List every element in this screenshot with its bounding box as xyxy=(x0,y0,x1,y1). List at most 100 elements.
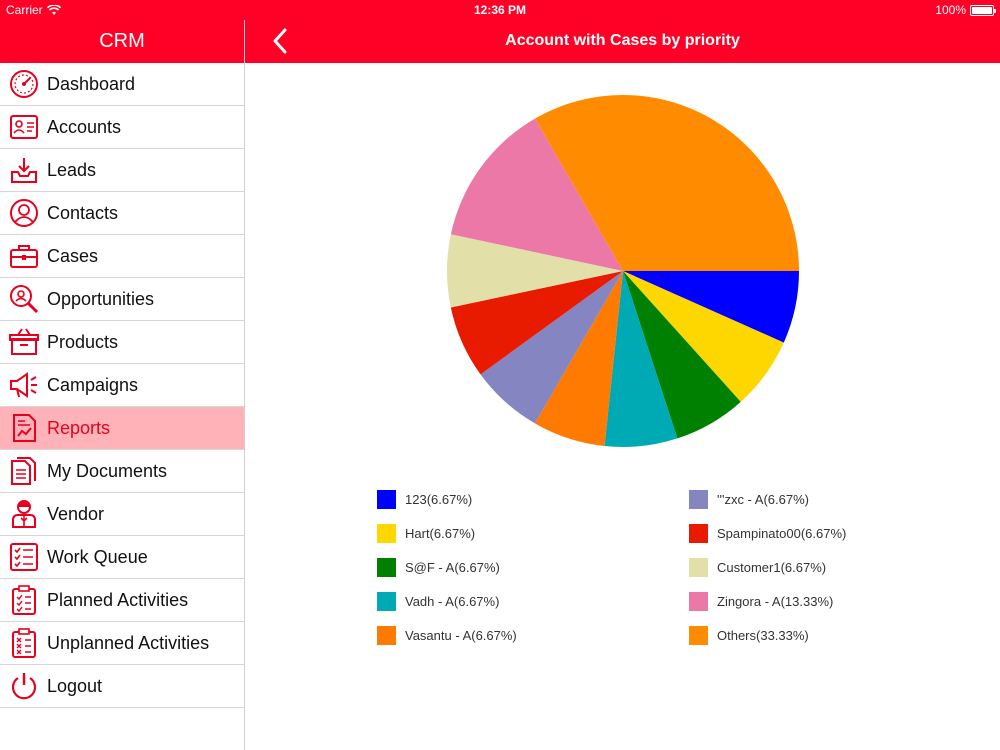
legend-swatch xyxy=(689,592,708,611)
sidebar-item-my-documents[interactable]: My Documents xyxy=(0,450,244,493)
legend-swatch xyxy=(689,490,708,509)
legend-label: Hart(6.67%) xyxy=(405,526,476,541)
accounts-icon xyxy=(8,111,40,143)
legend-label: '''zxc - A(6.67%) xyxy=(717,492,809,507)
legend-item: Zingora - A(13.33%) xyxy=(689,592,833,611)
pie-slice-5[interactable] xyxy=(480,271,623,424)
pie-slice-0[interactable] xyxy=(623,271,799,343)
sidebar-item-work-queue[interactable]: Work Queue xyxy=(0,536,244,579)
sidebar-item-label: Accounts xyxy=(47,116,122,137)
legend-swatch xyxy=(377,626,396,645)
sidebar-item-label: Opportunities xyxy=(47,288,155,309)
cases-icon xyxy=(8,240,40,272)
sidebar-item-accounts[interactable]: Accounts xyxy=(0,106,244,149)
sidebar-item-products[interactable]: Products xyxy=(0,321,244,364)
main-header: Account with Cases by priority xyxy=(245,20,1000,63)
chevron-left-icon xyxy=(273,28,287,54)
planned-activities-icon xyxy=(8,584,40,616)
legend-label: 123(6.67%) xyxy=(405,492,473,507)
sidebar-item-reports[interactable]: Reports xyxy=(0,407,244,450)
sidebar-item-label: Planned Activities xyxy=(47,589,189,610)
legend-item: S@F - A(6.67%) xyxy=(377,558,500,577)
sidebar-item-label: Campaigns xyxy=(47,374,139,395)
documents-icon xyxy=(8,455,40,487)
legend-item: 123(6.67%) xyxy=(377,490,472,509)
sidebar-item-cases[interactable]: Cases xyxy=(0,235,244,278)
pie-slice-1[interactable] xyxy=(623,271,784,402)
wifi-icon xyxy=(46,4,61,15)
battery-info: 100% xyxy=(935,3,996,17)
campaigns-icon xyxy=(8,369,40,401)
legend-item: Vasantu - A(6.67%) xyxy=(377,626,517,645)
legend-label: S@F - A(6.67%) xyxy=(405,560,500,575)
sidebar-item-leads[interactable]: Leads xyxy=(0,149,244,192)
pie-slice-8[interactable] xyxy=(450,118,623,271)
back-button[interactable] xyxy=(265,26,295,56)
sidebar-item-label: Reports xyxy=(47,417,111,438)
legend-swatch xyxy=(377,558,396,577)
pie-slice-9[interactable] xyxy=(535,94,799,271)
products-icon xyxy=(8,326,40,358)
page-title: Account with Cases by priority xyxy=(505,32,740,49)
carrier-info: Carrier xyxy=(6,3,61,17)
legend-label: Vasantu - A(6.67%) xyxy=(405,628,517,643)
sidebar-item-label: Leads xyxy=(47,159,97,180)
contacts-icon xyxy=(8,197,40,229)
legend-swatch xyxy=(377,490,396,509)
pie-chart xyxy=(447,94,799,448)
pie-slice-3[interactable] xyxy=(604,271,678,448)
pie-slice-6[interactable] xyxy=(450,271,623,375)
sidebar-item-label: My Documents xyxy=(47,460,168,481)
battery-percent: 100% xyxy=(935,3,966,17)
sidebar-item-unplanned-activities[interactable]: Unplanned Activities xyxy=(0,622,244,665)
status-bar: Carrier 12:36 PM 100% xyxy=(0,0,1000,20)
pie-slice-2[interactable] xyxy=(623,271,741,439)
sidebar-item-label: Logout xyxy=(47,675,103,696)
legend-swatch xyxy=(689,626,708,645)
vendor-icon xyxy=(8,498,40,530)
legend-item: Spampinato00(6.67%) xyxy=(689,524,846,543)
work-queue-icon xyxy=(8,541,40,573)
sidebar-item-label: Cases xyxy=(47,245,99,266)
sidebar-item-logout[interactable]: Logout xyxy=(0,665,244,708)
legend-item: Vadh - A(6.67%) xyxy=(377,592,499,611)
battery-icon xyxy=(970,4,996,16)
legend-swatch xyxy=(377,524,396,543)
unplanned-activities-icon xyxy=(8,627,40,659)
legend-item: '''zxc - A(6.67%) xyxy=(689,490,809,509)
legend-label: Zingora - A(13.33%) xyxy=(717,594,834,609)
legend-swatch xyxy=(689,524,708,543)
legend-label: Others(33.33%) xyxy=(717,628,809,643)
sidebar-item-planned-activities[interactable]: Planned Activities xyxy=(0,579,244,622)
reports-icon xyxy=(8,412,40,444)
pie-slice-7[interactable] xyxy=(447,234,623,308)
legend-item: Others(33.33%) xyxy=(689,626,809,645)
logout-icon xyxy=(8,670,40,702)
sidebar-item-vendor[interactable]: Vendor xyxy=(0,493,244,536)
sidebar: CRM Dashboard Accounts Leads Contacts Cases O… xyxy=(0,20,245,750)
sidebar-item-label: Work Queue xyxy=(47,546,148,567)
sidebar-item-contacts[interactable]: Contacts xyxy=(0,192,244,235)
sidebar-item-label: Products xyxy=(47,331,119,352)
sidebar-item-opportunities[interactable]: Opportunities xyxy=(0,278,244,321)
legend-item: Customer1(6.67%) xyxy=(689,558,826,577)
legend-label: Vadh - A(6.67%) xyxy=(405,594,500,609)
status-time: 12:36 PM xyxy=(473,3,527,17)
chart-area: 123(6.67%) Hart(6.67%) S@F - A(6.67%) Vadh … xyxy=(245,63,1000,750)
legend-swatch xyxy=(377,592,396,611)
sidebar-item-campaigns[interactable]: Campaigns xyxy=(0,364,244,407)
sidebar-title: CRM xyxy=(0,20,244,63)
sidebar-item-label: Contacts xyxy=(47,202,119,223)
legend-swatch xyxy=(689,558,708,577)
sidebar-item-label: Vendor xyxy=(47,503,105,524)
pie-slice-4[interactable] xyxy=(534,271,623,447)
carrier-label: Carrier xyxy=(6,3,43,17)
sidebar-item-label: Unplanned Activities xyxy=(47,632,210,653)
sidebar-menu: Dashboard Accounts Leads Contacts Cases Oppor… xyxy=(0,63,244,708)
sidebar-item-dashboard[interactable]: Dashboard xyxy=(0,63,244,106)
legend-label: Customer1(6.67%) xyxy=(717,560,827,575)
opportunities-icon xyxy=(8,283,40,315)
dashboard-icon xyxy=(8,68,40,100)
legend-item: Hart(6.67%) xyxy=(377,524,475,543)
leads-icon xyxy=(8,154,40,186)
